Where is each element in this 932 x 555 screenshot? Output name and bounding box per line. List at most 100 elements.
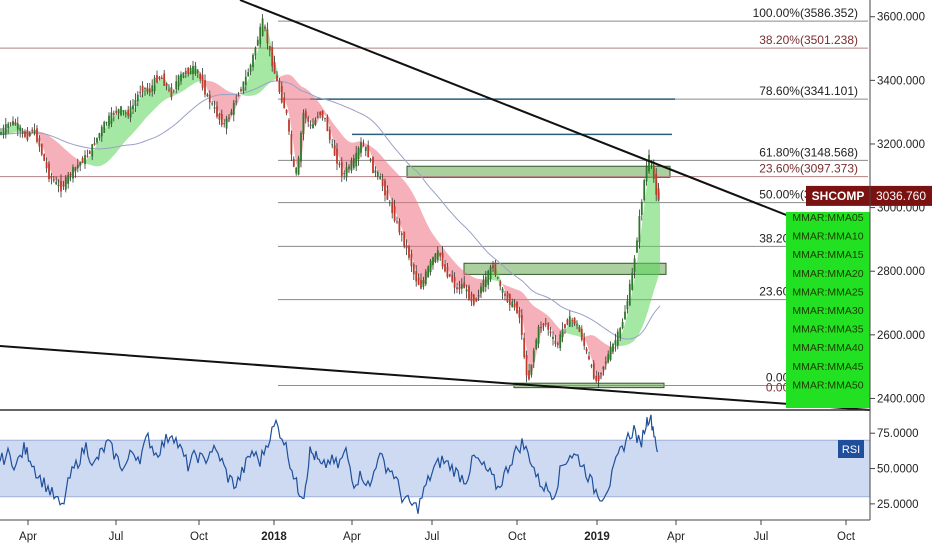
candle-body <box>533 350 535 362</box>
candle-body <box>36 128 38 141</box>
candle-body <box>300 133 302 162</box>
candle-body <box>502 289 504 293</box>
candle-body <box>485 277 487 288</box>
candle-body <box>245 77 247 85</box>
candle-body <box>204 80 206 95</box>
candle-body <box>12 121 14 125</box>
candle-body <box>322 111 324 118</box>
candle-body <box>653 165 655 179</box>
candle-body <box>646 167 648 182</box>
candle-body <box>480 287 482 294</box>
mma-fan-segment <box>150 91 152 114</box>
candle-body <box>550 332 552 333</box>
mma-fan-segment <box>114 114 116 155</box>
mma-fan-segment <box>648 166 650 311</box>
price-tick-label-2: 3200.000 <box>877 139 925 151</box>
candle-body <box>483 280 485 291</box>
candle-body <box>187 68 189 74</box>
candle-body <box>84 155 86 164</box>
candle-body <box>466 289 468 291</box>
candle-body <box>523 338 525 357</box>
candle-body <box>130 107 132 118</box>
candle-body <box>48 164 50 180</box>
candle-body <box>574 318 576 324</box>
candle-body <box>279 81 281 92</box>
candle-body <box>221 114 223 125</box>
candle-body <box>259 27 261 45</box>
fib-label-2: 78.60%(3341.101) <box>759 84 858 98</box>
mma-fan-segment <box>642 208 644 328</box>
candle-body <box>382 179 384 187</box>
mma-fan-segment <box>182 76 184 91</box>
candle-body <box>7 124 9 128</box>
candle-body <box>507 293 509 302</box>
candle-body <box>29 133 31 136</box>
mma-fan-segment <box>638 239 640 335</box>
candle-body <box>106 122 108 123</box>
candle-body <box>159 77 161 79</box>
candle-body <box>55 182 57 184</box>
last-price-label: 3036.760 <box>876 189 926 203</box>
candle-body <box>264 27 266 29</box>
mma-fan-segment <box>224 89 226 123</box>
mma-fan-segment <box>398 174 400 223</box>
indicator-label-3: MMAR:MMA20 <box>792 268 863 280</box>
candle-body <box>75 167 77 171</box>
candle-body <box>519 310 521 318</box>
candle-body <box>492 265 494 268</box>
time-tick-label-0: Apr <box>19 531 37 543</box>
candle-body <box>0 132 2 135</box>
candle-body <box>375 170 377 172</box>
mma-fan-segment <box>58 143 60 184</box>
candle-body <box>324 118 326 119</box>
mma-fan-segment <box>258 42 260 93</box>
indicator-label-5: MMAR:MMA30 <box>792 305 863 317</box>
candle-body <box>147 88 149 92</box>
candle-body <box>214 107 216 108</box>
price-tick-label-4: 2800.000 <box>877 266 925 278</box>
candle-body <box>454 277 456 287</box>
candle-body <box>79 162 81 165</box>
candle-body <box>624 312 626 320</box>
candle-body <box>41 144 43 154</box>
candle-body <box>175 81 177 89</box>
fib-label-1: 38.20%(3501.238) <box>759 33 858 47</box>
mma-fan-segment <box>546 314 548 324</box>
price-tick-label-6: 2400.000 <box>877 393 925 405</box>
candle-body <box>67 175 69 184</box>
mma-fan-segment <box>96 142 98 166</box>
candle-body <box>348 167 350 169</box>
candle-body <box>24 131 26 137</box>
time-tick-label-5: Jul <box>425 531 440 543</box>
indicator-label-7: MMAR:MMA40 <box>792 342 863 354</box>
candle-body <box>495 262 497 274</box>
mma-fan-segment <box>294 78 296 163</box>
mma-fan-segment <box>402 179 404 235</box>
mma-fan-segment <box>262 28 264 90</box>
candle-body <box>94 143 96 144</box>
candle-body <box>643 180 645 200</box>
candle-body <box>641 202 643 215</box>
mma-fan-segment <box>636 255 638 338</box>
candle-body <box>552 337 554 339</box>
candle-body <box>591 365 593 366</box>
candle-body <box>336 149 338 164</box>
candle-body <box>459 287 461 289</box>
candle-body <box>202 75 204 88</box>
candle-body <box>63 185 65 186</box>
candle-body <box>101 127 103 137</box>
indicator-label-4: MMAR:MMA25 <box>792 286 863 298</box>
candle-body <box>178 76 180 87</box>
candle-body <box>91 144 93 156</box>
candle-body <box>34 130 36 134</box>
candle-body <box>471 294 473 302</box>
candle-body <box>648 155 650 171</box>
candle-body <box>487 271 489 285</box>
mma-fan-segment <box>98 138 100 166</box>
candle-body <box>528 370 530 379</box>
candle-body <box>607 354 609 362</box>
candle-body <box>389 202 391 203</box>
candle-body <box>396 221 398 222</box>
time-tick-label-2: Oct <box>190 531 209 543</box>
candle-body <box>135 100 137 106</box>
